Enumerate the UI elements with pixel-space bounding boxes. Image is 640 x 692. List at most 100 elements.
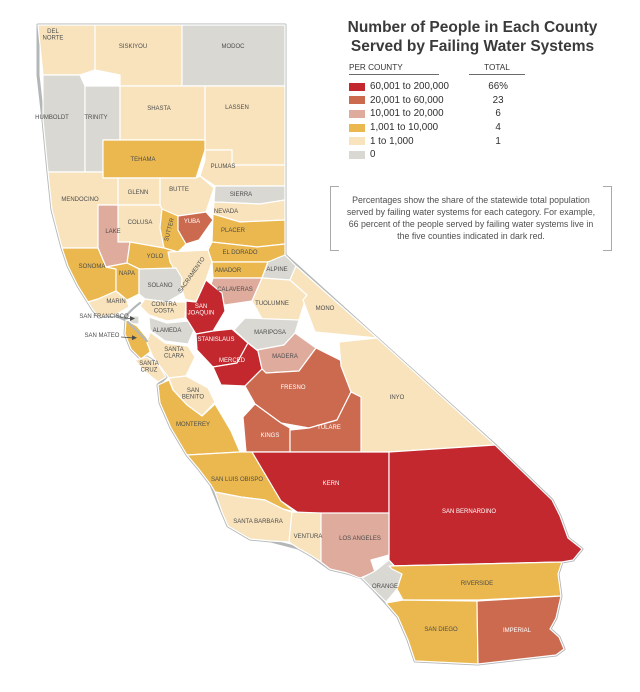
county-label-inyo: INYO: [390, 395, 405, 401]
county-label-butte: BUTTE: [169, 187, 189, 193]
county-label-orange: ORANGE: [372, 584, 398, 590]
county-del-norte: [37, 24, 96, 76]
county-label-placer: PLACER: [221, 228, 246, 234]
county-shasta: [119, 85, 206, 141]
legend-label: 20,001 to 60,000: [370, 94, 444, 106]
note-text: Percentages show the share of the statew…: [346, 195, 596, 242]
legend-label: 1 to 1,000: [370, 135, 414, 147]
note-box: Percentages show the share of the statew…: [330, 186, 612, 251]
legend-header-per-county: PER COUNTY: [349, 63, 439, 75]
county-label-el-dorado: EL DORADO: [222, 250, 257, 256]
county-marin: [87, 290, 130, 318]
county-san-joaquin: [185, 279, 226, 335]
county-label-napa: NAPA: [119, 271, 135, 277]
county-label-yuba: YUBA: [184, 219, 200, 225]
county-label-solano: SOLANO: [147, 283, 172, 289]
county-label-stanislaus: STANISLAUS: [198, 337, 235, 343]
map-title-line2: Served by Failing Water Systems: [350, 38, 595, 56]
county-san-bernardino: [388, 444, 583, 567]
legend-swatch-1: [349, 137, 365, 146]
county-inyo: [338, 337, 496, 453]
county-label-san-diego: SAN DIEGO: [424, 627, 458, 633]
legend-swatch-20k: [349, 96, 365, 105]
county-label-tehama: TEHAMA: [130, 157, 155, 163]
legend-total: 23: [492, 94, 504, 106]
county-label-san-francisco: SAN FRANCISCO: [79, 314, 129, 320]
county-label-lassen: LASSEN: [225, 105, 249, 111]
legend-header-total: TOTAL: [469, 63, 525, 75]
county-humboldt: [42, 74, 86, 173]
county-santa-cruz: [134, 356, 167, 383]
county-label-riverside: RIVERSIDE: [461, 581, 493, 587]
county-label-san-bernardino: SAN BERNARDINO: [442, 509, 496, 515]
map-title-line1: Number of People in Each County: [347, 19, 598, 36]
county-label-tulare: TULARE: [317, 425, 341, 431]
county-label-merced: MERCED: [219, 358, 246, 364]
legend-total: 66%: [488, 81, 508, 93]
county-label-san-mateo: SAN MATEO: [85, 333, 120, 339]
legend-label: 60,001 to 200,000: [370, 81, 449, 93]
county-label-santa-barbara: SANTA BARBARA: [233, 519, 283, 525]
county-label-mariposa: MARIPOSA: [254, 330, 286, 336]
legend-swatch-1k: [349, 123, 365, 132]
county-label-modoc: MODOC: [222, 44, 246, 50]
county-label-nevada-county: NEVADA: [214, 209, 238, 215]
legend-row: 10,001 to 20,000 6: [349, 107, 525, 121]
map-title: Number of People in Each County Served b…: [325, 18, 620, 57]
note-bracket-right: [603, 186, 612, 251]
county-label-mono: MONO: [316, 306, 335, 312]
county-label-alpine: ALPINE: [266, 267, 287, 273]
county-label-tuolumne: TUOLUMNE: [255, 301, 289, 307]
county-label-san-benito: SAN BENITO: [182, 388, 205, 401]
county-label-sonoma: SONOMA: [79, 264, 106, 270]
county-label-plumas: PLUMAS: [211, 164, 236, 170]
san-francisco-pointer: [123, 316, 135, 321]
sf-bay-south: [126, 320, 149, 343]
county-label-del-norte: DEL NORTE: [43, 29, 64, 42]
legend-label: 1,001 to 10,000: [370, 122, 439, 134]
county-label-santa-cruz: SANTA CRUZ: [139, 361, 159, 374]
county-label-yolo: YOLO: [147, 254, 164, 260]
county-label-calaveras: CALAVERAS: [217, 287, 253, 293]
county-label-contra-costa: CONTRA COSTA: [151, 302, 176, 315]
county-label-mendocino: MENDOCINO: [61, 197, 99, 203]
legend-row: 60,001 to 200,000 66%: [349, 80, 525, 94]
legend-row: 20,001 to 60,000 23: [349, 94, 525, 108]
legend-label: 0: [370, 149, 376, 161]
county-label-san-joaquin: SAN JOAQUIN: [188, 304, 215, 317]
county-alameda: [148, 316, 195, 345]
county-label-marin: MARIN: [106, 299, 125, 305]
county-label-kern: KERN: [323, 481, 340, 487]
legend-row: 0: [349, 148, 525, 162]
county-label-amador: AMADOR: [215, 268, 242, 274]
county-label-lake: LAKE: [105, 229, 120, 235]
county-label-monterey: MONTEREY: [176, 422, 210, 428]
legend-total: 1: [495, 135, 501, 147]
county-san-mateo: [124, 319, 151, 360]
legend-swatch-0: [349, 150, 365, 159]
county-contra-costa: [139, 298, 187, 322]
legend-label: 10,001 to 20,000: [370, 108, 444, 120]
county-label-ventura: VENTURA: [294, 534, 323, 540]
legend-header: PER COUNTY TOTAL: [349, 63, 525, 75]
county-label-alameda: ALAMEDA: [153, 328, 182, 334]
county-label-colusa: COLUSA: [128, 220, 153, 226]
san-mateo-pointer: [120, 335, 137, 341]
county-label-santa-clara: SANTA CLARA: [164, 347, 184, 360]
county-label-glenn: GLENN: [128, 190, 149, 196]
legend-swatch-10k: [349, 109, 365, 118]
county-label-imperial: IMPERIAL: [503, 628, 532, 634]
county-label-los-angeles: LOS ANGELES: [339, 536, 381, 542]
county-label-fresno: FRESNO: [280, 385, 305, 391]
legend-total: 6: [495, 108, 501, 120]
sf-bay-north: [123, 301, 142, 319]
legend-row: 1,001 to 10,000 4: [349, 121, 525, 135]
county-yuba: [177, 211, 214, 245]
note-bracket-left: [330, 186, 339, 251]
county-label-san-luis-obispo: SAN LUIS OBISPO: [211, 477, 263, 483]
legend-row: 1 to 1,000 1: [349, 134, 525, 148]
county-label-humboldt: HUMBOLDT: [35, 115, 69, 121]
legend-total: 4: [495, 122, 501, 134]
